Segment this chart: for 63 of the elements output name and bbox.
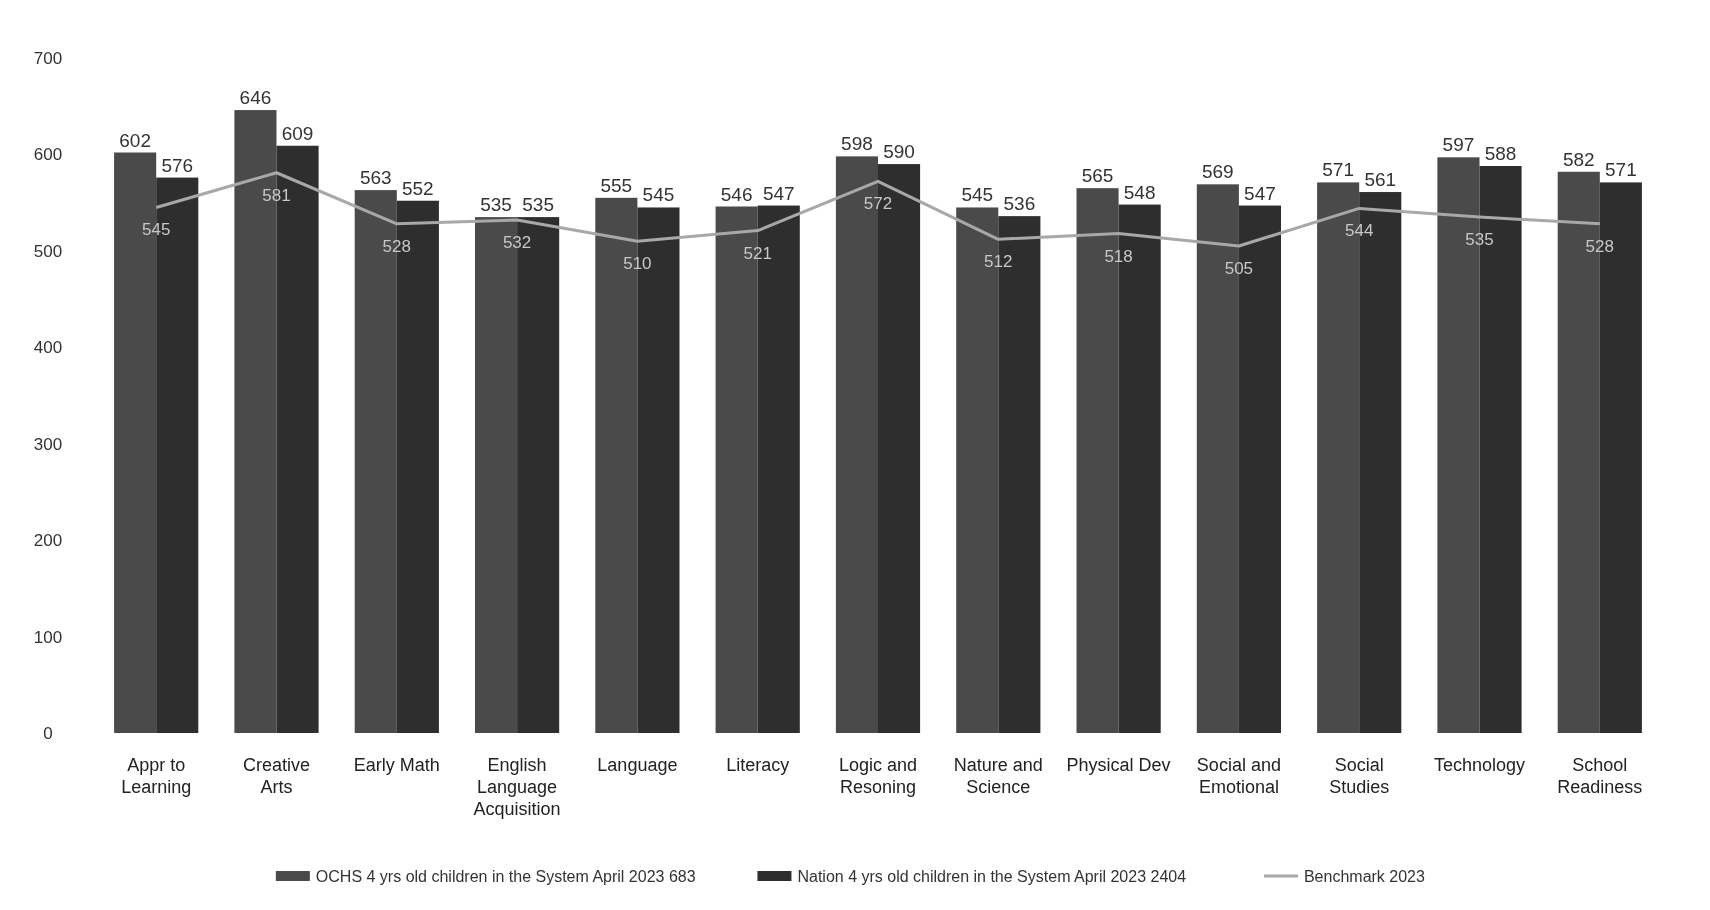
data-label: 535: [1465, 230, 1494, 250]
y-tick-label: 700: [33, 49, 63, 68]
x-tick-label: Language: [597, 755, 678, 775]
data-label: 512: [984, 252, 1013, 272]
data-label: 581: [262, 185, 291, 205]
data-label: 545: [642, 184, 675, 206]
data-label: 545: [142, 220, 171, 240]
data-label: 535: [522, 194, 554, 216]
data-label: 602: [119, 129, 151, 151]
data-label: 532: [502, 233, 532, 252]
data-label: 555: [600, 174, 633, 196]
data-label: 552: [402, 177, 434, 199]
data-label: 646: [239, 87, 272, 109]
data-label: 521: [743, 243, 772, 263]
legend-label: OCHS 4 yrs old children in the System April 2023 683: [315, 868, 696, 885]
legend-label: Benchmark 2023: [1303, 868, 1426, 885]
data-label: 544: [1345, 221, 1374, 241]
data-label: 548: [1123, 181, 1156, 203]
x-tick-label: Social Studies: [1329, 755, 1390, 797]
data-label: 546: [720, 183, 753, 205]
x-tick-label: Creative Arts: [242, 755, 311, 797]
data-label: 571: [1322, 159, 1354, 181]
data-label: 536: [1003, 193, 1036, 215]
data-label: 528: [382, 236, 411, 256]
data-label: 505: [1224, 259, 1254, 279]
data-label: 576: [161, 154, 194, 176]
y-tick-label: 100: [33, 627, 63, 647]
data-label: 590: [883, 141, 915, 163]
data-label: 535: [480, 194, 512, 216]
data-label: 609: [281, 122, 314, 144]
x-tick-label: Nature and Science: [953, 755, 1043, 797]
data-label: 572: [863, 194, 893, 214]
data-label: 518: [1104, 246, 1133, 266]
data-label: 565: [1081, 165, 1114, 187]
y-tick-label: 500: [33, 241, 63, 261]
data-label: 582: [1562, 148, 1595, 170]
y-tick-label: 200: [33, 531, 63, 551]
data-label: 563: [359, 167, 392, 189]
x-tick-label: School Readiness: [1557, 755, 1643, 797]
data-label: 510: [623, 254, 652, 274]
x-tick-label: Technology: [1433, 755, 1526, 775]
x-tick-label: Appr to Learning: [121, 755, 192, 797]
data-label: 588: [1484, 143, 1517, 164]
data-label: 528: [1585, 236, 1614, 256]
x-tick-label: Early Math: [353, 755, 440, 775]
data-label: 597: [1442, 134, 1475, 156]
legend-label: Nation 4 yrs old children in the System April 2023 2404: [797, 868, 1187, 885]
data-label: 547: [1244, 182, 1276, 204]
y-tick-label: 0: [43, 724, 53, 743]
data-label: 569: [1202, 161, 1234, 183]
data-label: 547: [762, 182, 795, 204]
x-tick-label: Literacy: [726, 755, 790, 775]
x-tick-label: Logic and Resoning: [838, 755, 918, 797]
data-label: 561: [1364, 169, 1397, 191]
data-label: 571: [1605, 159, 1637, 181]
y-tick-label: 300: [33, 434, 63, 454]
y-tick-label: 400: [33, 338, 63, 358]
x-tick-label: Social and Emotional: [1196, 755, 1281, 797]
data-label: 598: [841, 133, 873, 155]
data-label: 545: [961, 184, 994, 206]
x-tick-label: English Language Acquisition: [473, 755, 561, 819]
x-tick-label: Physical Dev: [1066, 755, 1171, 775]
y-tick-label: 600: [33, 145, 63, 165]
